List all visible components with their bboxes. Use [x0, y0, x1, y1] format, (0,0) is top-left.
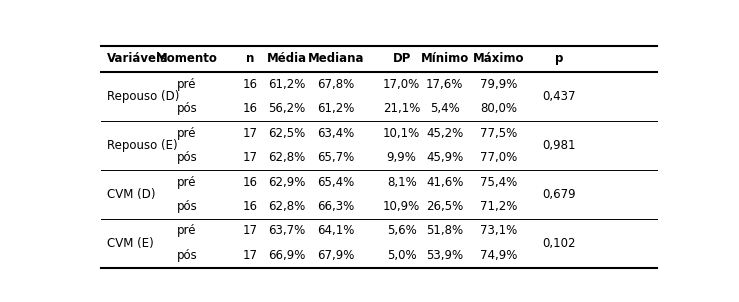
Text: Mínimo: Mínimo — [420, 53, 469, 66]
Text: 65,7%: 65,7% — [317, 151, 355, 164]
Text: pré: pré — [177, 127, 197, 140]
Text: 45,2%: 45,2% — [426, 127, 463, 140]
Text: CVM (D): CVM (D) — [106, 188, 155, 201]
Text: pós: pós — [177, 249, 197, 262]
Text: 17,6%: 17,6% — [426, 78, 463, 91]
Text: 63,4%: 63,4% — [317, 127, 355, 140]
Text: 62,5%: 62,5% — [268, 127, 306, 140]
Text: 17: 17 — [242, 224, 257, 237]
Text: 10,9%: 10,9% — [383, 200, 420, 213]
Text: 16: 16 — [242, 200, 257, 213]
Text: 9,9%: 9,9% — [386, 151, 417, 164]
Text: 62,8%: 62,8% — [268, 151, 306, 164]
Text: 66,9%: 66,9% — [268, 249, 306, 262]
Text: 77,5%: 77,5% — [480, 127, 517, 140]
Text: Máximo: Máximo — [473, 53, 525, 66]
Text: 17: 17 — [242, 249, 257, 262]
Text: 75,4%: 75,4% — [480, 176, 517, 189]
Text: 5,6%: 5,6% — [386, 224, 417, 237]
Text: 41,6%: 41,6% — [426, 176, 463, 189]
Text: 5,0%: 5,0% — [386, 249, 417, 262]
Text: 80,0%: 80,0% — [480, 102, 517, 115]
Text: pós: pós — [177, 102, 197, 115]
Text: pré: pré — [177, 224, 197, 237]
Text: 79,9%: 79,9% — [480, 78, 518, 91]
Text: 26,5%: 26,5% — [426, 200, 463, 213]
Text: 71,2%: 71,2% — [480, 200, 518, 213]
Text: 5,4%: 5,4% — [429, 102, 460, 115]
Text: 0,679: 0,679 — [542, 188, 576, 201]
Text: 45,9%: 45,9% — [426, 151, 463, 164]
Text: Repouso (D): Repouso (D) — [106, 90, 179, 103]
Text: Momento: Momento — [156, 53, 218, 66]
Text: 10,1%: 10,1% — [383, 127, 420, 140]
Text: 62,8%: 62,8% — [268, 200, 306, 213]
Text: p: p — [555, 53, 563, 66]
Text: pós: pós — [177, 151, 197, 164]
Text: 17: 17 — [242, 151, 257, 164]
Text: 21,1%: 21,1% — [383, 102, 420, 115]
Text: 62,9%: 62,9% — [268, 176, 306, 189]
Text: 8,1%: 8,1% — [386, 176, 417, 189]
Text: 67,8%: 67,8% — [317, 78, 355, 91]
Text: 16: 16 — [242, 102, 257, 115]
Text: Mediana: Mediana — [307, 53, 364, 66]
Text: 65,4%: 65,4% — [317, 176, 355, 189]
Text: 67,9%: 67,9% — [317, 249, 355, 262]
Text: 16: 16 — [242, 176, 257, 189]
Text: pós: pós — [177, 200, 197, 213]
Text: 74,9%: 74,9% — [480, 249, 518, 262]
Text: n: n — [245, 53, 254, 66]
Text: pré: pré — [177, 176, 197, 189]
Text: 64,1%: 64,1% — [317, 224, 355, 237]
Text: 17,0%: 17,0% — [383, 78, 420, 91]
Text: pré: pré — [177, 78, 197, 91]
Text: 63,7%: 63,7% — [268, 224, 306, 237]
Text: 0,981: 0,981 — [542, 139, 576, 152]
Text: 61,2%: 61,2% — [268, 78, 306, 91]
Text: 0,102: 0,102 — [542, 237, 576, 250]
Text: Repouso (E): Repouso (E) — [106, 139, 177, 152]
Text: 17: 17 — [242, 127, 257, 140]
Text: 0,437: 0,437 — [542, 90, 576, 103]
Text: 66,3%: 66,3% — [317, 200, 355, 213]
Text: 61,2%: 61,2% — [317, 102, 355, 115]
Text: Variáveis: Variáveis — [106, 53, 168, 66]
Text: CVM (E): CVM (E) — [106, 237, 154, 250]
Text: DP: DP — [392, 53, 411, 66]
Text: 73,1%: 73,1% — [480, 224, 517, 237]
Text: Média: Média — [267, 53, 307, 66]
Text: 53,9%: 53,9% — [426, 249, 463, 262]
Text: 56,2%: 56,2% — [268, 102, 306, 115]
Text: 16: 16 — [242, 78, 257, 91]
Text: 51,8%: 51,8% — [426, 224, 463, 237]
Text: 77,0%: 77,0% — [480, 151, 517, 164]
